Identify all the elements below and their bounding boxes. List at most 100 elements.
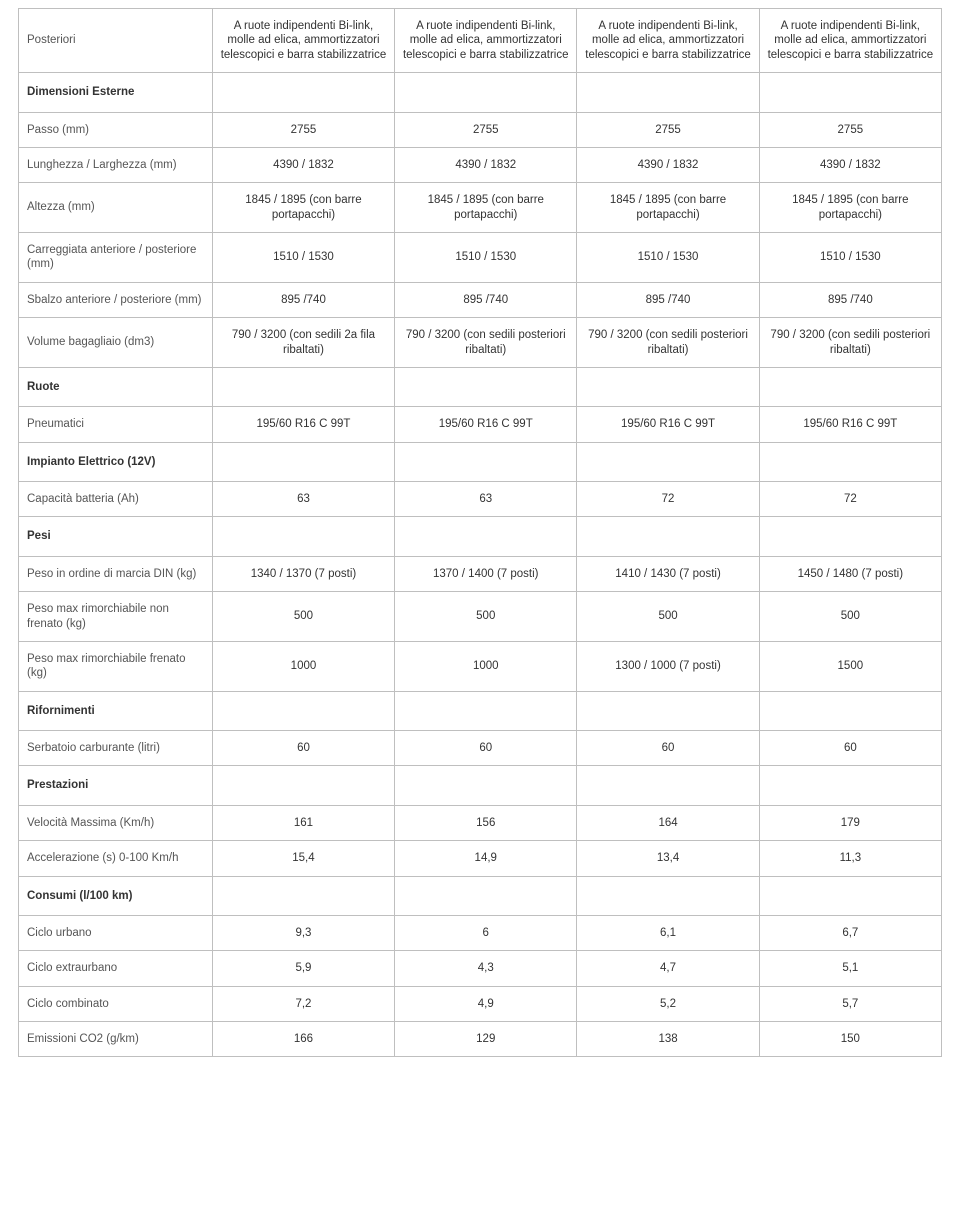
cell-value: 790 / 3200 (con sedili posteriori ribalt… [759,318,941,368]
cell-value: 4390 / 1832 [759,147,941,182]
cell-value: 166 [212,1022,394,1057]
cell-value: 5,1 [759,951,941,986]
section-label: Dimensioni Esterne [19,73,213,112]
cell-value: 895 /740 [212,282,394,317]
cell-value: 195/60 R16 C 99T [759,407,941,442]
row-label: Peso max rimorchiabile non frenato (kg) [19,592,213,642]
cell-value: 4390 / 1832 [395,147,577,182]
cell-value: 150 [759,1022,941,1057]
cell-value: 790 / 3200 (con sedili posteriori ribalt… [577,318,759,368]
row-label: Lunghezza / Larghezza (mm) [19,147,213,182]
page: PosterioriA ruote indipendenti Bi-link, … [0,0,960,1067]
table-row: Volume bagagliaio (dm3)790 / 3200 (con s… [19,318,942,368]
table-row: Impianto Elettrico (12V) [19,442,942,481]
section-blank [395,442,577,481]
section-blank [577,876,759,915]
cell-value: 500 [577,592,759,642]
section-blank [577,73,759,112]
cell-value: 790 / 3200 (con sedili 2a fila ribaltati… [212,318,394,368]
row-label: Volume bagagliaio (dm3) [19,318,213,368]
row-label: Peso in ordine di marcia DIN (kg) [19,556,213,591]
table-row: Carreggiata anteriore / posteriore (mm)1… [19,233,942,283]
table-row: Dimensioni Esterne [19,73,942,112]
cell-value: 72 [577,482,759,517]
cell-value: 1340 / 1370 (7 posti) [212,556,394,591]
cell-value: 1300 / 1000 (7 posti) [577,641,759,691]
section-blank [577,517,759,556]
section-label: Rifornimenti [19,691,213,730]
cell-value: 6,7 [759,915,941,950]
table-row: Altezza (mm) 1845 / 1895 (con barre porta… [19,183,942,233]
cell-value: 4,3 [395,951,577,986]
cell-value: 2755 [395,112,577,147]
cell-value: 161 [212,805,394,840]
cell-value: 1845 / 1895 (con barre portapacchi) [759,183,941,233]
section-blank [759,876,941,915]
section-blank [577,442,759,481]
cell-value: 1410 / 1430 (7 posti) [577,556,759,591]
section-blank [212,691,394,730]
table-row: Velocità Massima (Km/h)161156164179 [19,805,942,840]
cell-value: 4,9 [395,986,577,1021]
row-label: Posteriori [19,9,213,73]
cell-value: 1510 / 1530 [212,233,394,283]
row-label: Emissioni CO2 (g/km) [19,1022,213,1057]
cell-value: 1000 [395,641,577,691]
section-blank [395,73,577,112]
cell-value: 5,2 [577,986,759,1021]
cell-value: 1510 / 1530 [395,233,577,283]
cell-value: 5,9 [212,951,394,986]
cell-value: 1000 [212,641,394,691]
section-label: Impianto Elettrico (12V) [19,442,213,481]
section-blank [759,367,941,406]
cell-value: 895 /740 [577,282,759,317]
table-row: PosterioriA ruote indipendenti Bi-link, … [19,9,942,73]
table-row: Rifornimenti [19,691,942,730]
cell-value: 4,7 [577,951,759,986]
row-label: Altezza (mm) [19,183,213,233]
row-label: Sbalzo anteriore / posteriore (mm) [19,282,213,317]
table-row: Pesi [19,517,942,556]
table-row: Consumi (l/100 km) [19,876,942,915]
section-blank [759,691,941,730]
cell-value: 4390 / 1832 [212,147,394,182]
row-label: Carreggiata anteriore / posteriore (mm) [19,233,213,283]
cell-value: 60 [395,731,577,766]
cell-value: 60 [212,731,394,766]
section-blank [577,766,759,805]
cell-value: A ruote indipendenti Bi-link, molle ad e… [212,9,394,73]
section-blank [212,73,394,112]
section-blank [212,442,394,481]
cell-value: 2755 [212,112,394,147]
row-label: Accelerazione (s) 0-100 Km/h [19,841,213,876]
section-blank [577,691,759,730]
cell-value: 195/60 R16 C 99T [395,407,577,442]
cell-value: 500 [759,592,941,642]
cell-value: 179 [759,805,941,840]
cell-value: 2755 [759,112,941,147]
cell-value: 895 /740 [759,282,941,317]
section-blank [759,766,941,805]
table-row: Peso in ordine di marcia DIN (kg)1340 / … [19,556,942,591]
cell-value: 63 [395,482,577,517]
table-row: Prestazioni [19,766,942,805]
cell-value: 129 [395,1022,577,1057]
cell-value: 72 [759,482,941,517]
row-label: Ciclo extraurbano [19,951,213,986]
row-label: Capacità batteria (Ah) [19,482,213,517]
table-row: Sbalzo anteriore / posteriore (mm)895 /7… [19,282,942,317]
table-row: Ciclo extraurbano5,94,34,75,1 [19,951,942,986]
cell-value: 895 /740 [395,282,577,317]
cell-value: A ruote indipendenti Bi-link, molle ad e… [577,9,759,73]
cell-value: 1510 / 1530 [577,233,759,283]
spec-table: PosterioriA ruote indipendenti Bi-link, … [18,8,942,1057]
cell-value: 13,4 [577,841,759,876]
table-row: Lunghezza / Larghezza (mm)4390 / 1832439… [19,147,942,182]
section-blank [395,367,577,406]
cell-value: 11,3 [759,841,941,876]
cell-value: 7,2 [212,986,394,1021]
row-label: Velocità Massima (Km/h) [19,805,213,840]
section-blank [395,876,577,915]
table-row: Passo (mm)2755275527552755 [19,112,942,147]
cell-value: A ruote indipendenti Bi-link, molle ad e… [395,9,577,73]
